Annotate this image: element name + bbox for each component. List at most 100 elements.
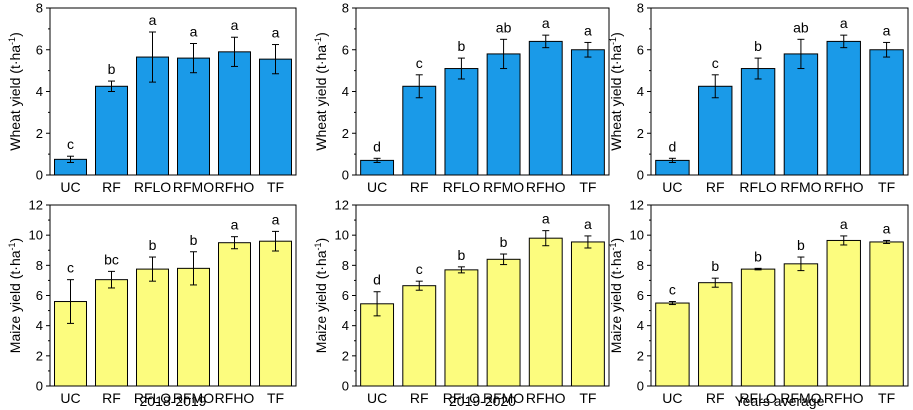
error-bar-uc bbox=[668, 301, 676, 306]
bar-rfho bbox=[826, 40, 861, 176]
significance-letter-tf: a bbox=[883, 22, 891, 38]
y-axis-title: Maize yield (t·ha-1) bbox=[7, 238, 23, 353]
y-axis-title-superscript: -1 bbox=[608, 242, 618, 250]
y-axis-title-superscript: -1 bbox=[7, 242, 17, 250]
y-tick-label: 2 bbox=[36, 348, 43, 363]
error-bar-tf bbox=[272, 230, 279, 252]
x-tick-label-uc: UC bbox=[60, 390, 80, 406]
y-tick-label: 2 bbox=[36, 126, 43, 141]
x-tick-label-rfho: RFHO bbox=[526, 390, 566, 406]
error-bar-tf bbox=[883, 239, 891, 244]
y-tick-label: 8 bbox=[36, 1, 43, 16]
chart-maize-panel-3: c UC b RF b RFLO b RFMO a RFHO a TF 0 2 4 6 8 10 12 Maize y… bbox=[608, 198, 909, 409]
x-tick-label-tf: TF bbox=[878, 390, 895, 406]
x-tick-label-rfmo: RFMO bbox=[483, 179, 524, 195]
y-axis-title: Wheat yield (t·ha-1) bbox=[7, 32, 23, 151]
significance-letter-uc: d bbox=[373, 138, 381, 154]
significance-letter-uc: c bbox=[67, 260, 74, 276]
y-tick-label: 10 bbox=[29, 228, 43, 243]
error-bar-rfho bbox=[231, 236, 238, 250]
bar-rflo bbox=[740, 68, 776, 176]
error-bar-tf bbox=[272, 44, 279, 75]
error-bar-rflo bbox=[149, 31, 156, 83]
bar-rf bbox=[402, 285, 437, 387]
bar-rfho bbox=[528, 237, 563, 387]
significance-letter-rflo: b bbox=[458, 38, 466, 54]
error-bar-rfho bbox=[840, 235, 848, 246]
y-tick-label: 0 bbox=[637, 379, 644, 394]
significance-letter-uc: c bbox=[67, 136, 74, 152]
y-axis-title: Maize yield (t·ha-1) bbox=[608, 238, 624, 353]
bar-rfmo bbox=[177, 267, 210, 387]
bar-tf bbox=[869, 49, 904, 176]
y-tick-label: 8 bbox=[342, 1, 349, 16]
x-tick-label-uc: UC bbox=[662, 390, 682, 406]
y-axis-title-close-paren: ) bbox=[313, 32, 329, 37]
y-tick-label: 10 bbox=[335, 228, 349, 243]
y-tick-label: 8 bbox=[637, 1, 644, 16]
period-label: Years average bbox=[735, 393, 825, 409]
significance-letter-tf: a bbox=[584, 22, 592, 38]
error-bar-uc bbox=[373, 157, 381, 163]
y-tick-label: 12 bbox=[29, 198, 43, 213]
x-tick-label-tf: TF bbox=[579, 390, 596, 406]
y-tick-label: 0 bbox=[637, 168, 644, 183]
significance-letter-rf: c bbox=[416, 55, 423, 71]
x-tick-label-rf: RF bbox=[706, 179, 725, 195]
bar-tf bbox=[570, 49, 605, 176]
y-tick-label: 2 bbox=[637, 126, 644, 141]
y-tick-label: 8 bbox=[342, 258, 349, 273]
bar-rfho bbox=[218, 51, 251, 176]
error-bar-rflo bbox=[457, 57, 465, 80]
bar-rfho bbox=[528, 40, 563, 176]
chart-maize-panel-1: c UC bc RF b RFLO b RFMO a RFHO a TF 0 2 4 6 8 10 12 Maize … bbox=[7, 198, 297, 409]
error-bar-rf bbox=[108, 80, 115, 92]
x-tick-label-rfho: RFHO bbox=[824, 390, 864, 406]
y-tick-label: 4 bbox=[637, 84, 644, 99]
y-tick-label: 0 bbox=[342, 168, 349, 183]
y-axis-title-close-paren: ) bbox=[608, 32, 624, 37]
y-tick-label: 8 bbox=[637, 258, 644, 273]
y-tick-label: 6 bbox=[637, 42, 644, 57]
x-tick-label-rfho: RFHO bbox=[526, 179, 566, 195]
y-tick-label: 12 bbox=[335, 198, 349, 213]
error-bar-rfmo bbox=[190, 42, 197, 74]
significance-letter-rflo: b bbox=[754, 248, 762, 264]
x-tick-label-rf: RF bbox=[410, 390, 429, 406]
x-tick-label-rflo: RFLO bbox=[443, 390, 480, 406]
x-tick-label-tf: TF bbox=[579, 179, 596, 195]
significance-letter-rfmo: b bbox=[797, 237, 805, 253]
significance-letter-rfho: a bbox=[840, 15, 848, 31]
y-tick-label: 0 bbox=[36, 379, 43, 394]
significance-letter-rflo: b bbox=[754, 38, 762, 54]
error-bar-rf bbox=[711, 277, 719, 288]
error-bar-rflo bbox=[457, 266, 465, 274]
error-bar-rfmo bbox=[797, 256, 805, 272]
significance-letter-rflo: a bbox=[149, 12, 157, 28]
bar-rflo bbox=[444, 68, 479, 176]
y-axis-title: Maize yield (t·ha-1) bbox=[313, 238, 329, 353]
y-axis-title: Wheat yield (t·ha-1) bbox=[313, 32, 329, 151]
y-tick-label: 0 bbox=[342, 379, 349, 394]
bar-rf bbox=[95, 279, 128, 387]
x-tick-label-rfmo: RFMO bbox=[780, 179, 821, 195]
x-tick-label-uc: UC bbox=[662, 179, 682, 195]
error-bar-uc bbox=[67, 155, 74, 163]
x-tick-label-rfho: RFHO bbox=[824, 179, 864, 195]
y-tick-label: 0 bbox=[36, 168, 43, 183]
x-tick-label-rfmo: RFMO bbox=[173, 179, 214, 195]
period-label: 2018-2019 bbox=[140, 393, 207, 409]
bar-rfho bbox=[826, 239, 861, 387]
significance-letter-uc: d bbox=[669, 138, 677, 154]
error-bar-tf bbox=[584, 235, 592, 249]
error-bar-rflo bbox=[754, 57, 762, 80]
error-bar-uc bbox=[373, 291, 381, 317]
x-tick-label-rf: RF bbox=[410, 179, 429, 195]
y-tick-label: 6 bbox=[342, 42, 349, 57]
error-bar-rf bbox=[415, 280, 423, 291]
significance-letter-rfho: a bbox=[542, 211, 550, 227]
error-bar-rf bbox=[711, 74, 719, 99]
x-tick-label-rf: RF bbox=[706, 390, 725, 406]
significance-letter-rf: c bbox=[712, 55, 719, 71]
x-tick-label-rflo: RFLO bbox=[443, 179, 480, 195]
